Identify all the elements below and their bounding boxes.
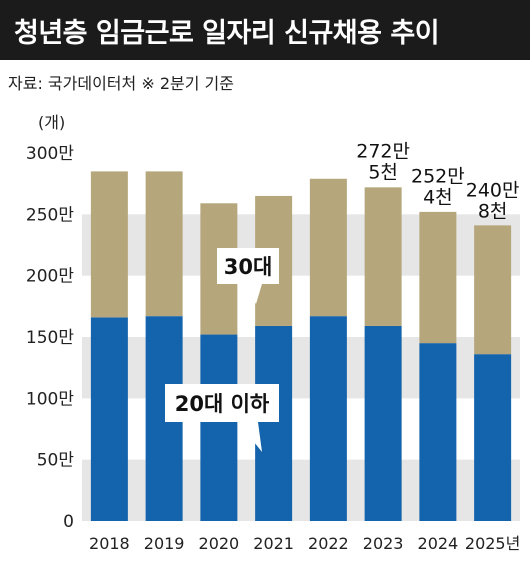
total-value-label: 252만: [411, 165, 465, 187]
x-tick-label: 2022: [308, 534, 349, 553]
bar-segment-20s: [309, 316, 347, 521]
y-tick-label: 250만: [26, 205, 74, 225]
x-tick-label: 2020: [199, 534, 240, 553]
y-tick-label: 300만: [26, 144, 74, 164]
bar-segment-30s: [145, 171, 183, 317]
y-tick-label: 100만: [26, 389, 74, 409]
y-tick-label: 0: [63, 512, 74, 532]
x-tick-label: 2019: [144, 534, 185, 553]
bar-segment-30s: [419, 211, 457, 344]
total-value-label: 272만: [356, 141, 410, 163]
total-value-label: 240만: [466, 180, 520, 202]
y-tick-label: 150만: [26, 328, 74, 348]
unit-label: (개): [38, 113, 65, 132]
x-tick-label: 2024: [418, 534, 459, 553]
chart-title: 청년층 임금근로 일자리 신규채용 추이: [0, 0, 530, 60]
bar-segment-20s: [364, 325, 402, 521]
x-tick-label: 2023: [363, 534, 404, 553]
total-value-label: 4천: [423, 186, 453, 208]
bar-segment-20s: [90, 317, 128, 521]
bar-segment-30s: [309, 178, 347, 317]
bar-segment-20s: [419, 343, 457, 521]
total-value-label: 5천: [368, 162, 398, 184]
callout-30s-pointer: [244, 284, 262, 304]
callout-20s-box: [165, 384, 279, 422]
bar-segment-20s: [474, 354, 512, 521]
x-tick-label: 2021: [253, 534, 294, 553]
bar-segment-30s: [364, 187, 402, 326]
bar-segment-30s: [474, 225, 512, 355]
callout-20s-pointer: [238, 422, 262, 452]
x-tick-label: 2018: [89, 534, 130, 553]
total-value-label: 8천: [478, 201, 508, 223]
bar-segment-20s: [200, 334, 238, 521]
source-note: 자료: 국가데이터처 ※ 2분기 기준: [8, 74, 234, 93]
callout-30s-box: [217, 248, 279, 284]
bar-segment-30s: [90, 171, 128, 318]
bar-segment-20s: [255, 325, 293, 521]
y-tick-label: 50만: [37, 451, 75, 471]
callout-30s-text: 30대: [224, 255, 273, 279]
x-tick-label: 2025년: [465, 534, 520, 553]
callout-20s-text: 20대 이하: [175, 392, 270, 416]
y-tick-label: 200만: [26, 267, 74, 287]
